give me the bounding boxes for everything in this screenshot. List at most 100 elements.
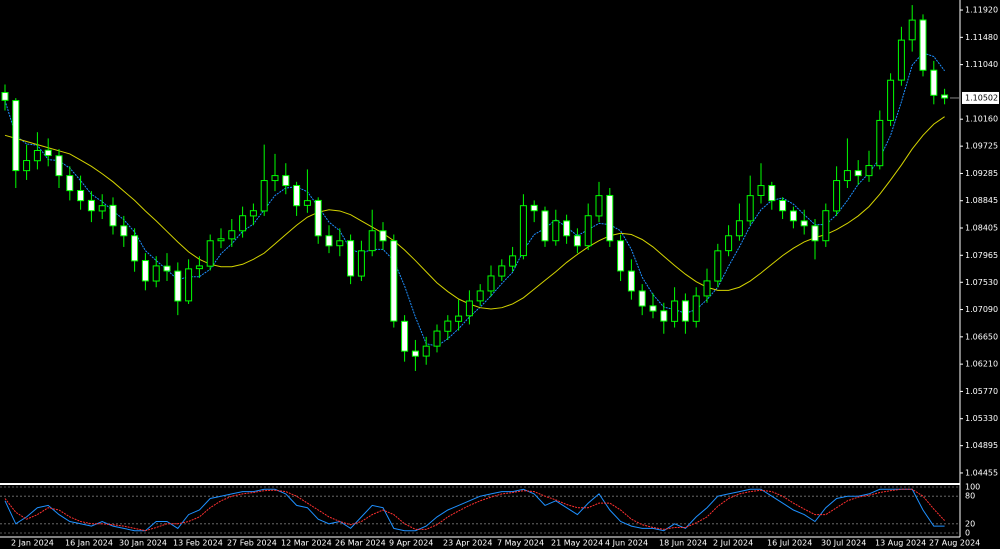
candle-body (768, 185, 776, 202)
candle-body (919, 19, 927, 71)
candle-body (120, 225, 128, 237)
x-tick-label: 12 Mar 2024 (281, 539, 332, 548)
candle-body (584, 215, 592, 247)
candle-body (401, 320, 409, 352)
candle-body (336, 240, 344, 247)
candle-body (379, 230, 387, 242)
candle-body (541, 210, 549, 242)
candle-body (368, 230, 376, 252)
candle-body (87, 199, 95, 212)
candle-body (174, 270, 182, 302)
x-tick-label: 9 Apr 2024 (389, 539, 433, 548)
candle-body (455, 315, 463, 322)
y-tick-label: 1.07090 (965, 305, 998, 314)
candle-body (33, 149, 41, 162)
candle-body (638, 290, 646, 307)
y-tick-label: 20 (965, 519, 975, 528)
candle-body (649, 305, 657, 312)
y-tick-label: 1.05330 (965, 414, 998, 423)
candle-body (941, 94, 949, 99)
candle-body (131, 235, 139, 262)
y-tick-label: 80 (965, 492, 975, 501)
last-price-box (962, 91, 999, 104)
candle-body (876, 119, 884, 167)
candle-body (163, 265, 171, 272)
y-tick-label: 1.10160 (965, 115, 998, 124)
x-tick-label: 4 Jun 2024 (605, 539, 648, 548)
candle-body (66, 175, 74, 192)
y-tick-label: 1.08405 (965, 224, 998, 233)
y-tick-label: 1.06650 (965, 332, 998, 341)
candle-body (293, 185, 301, 207)
candle-body (390, 240, 398, 322)
candle-body (77, 189, 85, 202)
candle-body (498, 265, 506, 277)
candle-body (109, 204, 117, 227)
x-tick-label: 30 Jan 2024 (119, 539, 167, 548)
oscillator-line (4, 488, 945, 532)
candle-body (606, 194, 614, 242)
candle-body (865, 165, 873, 177)
candle-body (152, 265, 160, 282)
candle-body (1, 92, 9, 101)
y-tick-label: 1.06210 (965, 360, 998, 369)
candle-body (800, 220, 808, 227)
candle-body (660, 310, 668, 322)
candle-body (671, 300, 679, 322)
candle-body (627, 270, 635, 292)
candle-body (509, 255, 517, 267)
candle-body (44, 149, 52, 157)
candle-body (735, 220, 743, 237)
candle-body (617, 240, 625, 272)
oscillator-line (4, 488, 945, 532)
candle-body (595, 195, 603, 217)
y-tick-label: 1.07530 (965, 278, 998, 287)
candle-body (185, 268, 193, 302)
candle-body (822, 210, 830, 242)
y-tick-label: 1.11480 (965, 33, 998, 42)
candle-body (271, 175, 279, 182)
y-tick-label: 1.04895 (965, 441, 998, 450)
y-tick-label: 1.09725 (965, 142, 998, 151)
candle-body (789, 210, 797, 222)
x-tick-label: 30 Jul 2024 (821, 539, 866, 548)
y-tick-label: 1.05770 (965, 387, 998, 396)
candle-body (573, 235, 581, 247)
candle-body (930, 69, 938, 96)
moving-average (4, 52, 945, 347)
candle-body (487, 275, 495, 292)
candle-body (228, 230, 236, 240)
x-tick-label: 21 May 2024 (551, 539, 603, 548)
candle-body (98, 205, 106, 212)
y-tick-label: 0 (965, 529, 970, 538)
candle-body (811, 225, 819, 242)
candle-body (347, 240, 355, 277)
candle-body (55, 155, 63, 177)
x-tick-label: 26 Mar 2024 (335, 539, 386, 548)
y-tick-label: 1.07965 (965, 251, 998, 260)
candle-body (357, 250, 365, 277)
y-tick-label: 1.11040 (965, 60, 998, 69)
y-tick-label: 1.09285 (965, 169, 998, 178)
candle-body (23, 160, 31, 172)
x-tick-label: 13 Feb 2024 (173, 539, 223, 548)
candle-body (552, 220, 560, 242)
candle-body (260, 180, 268, 212)
candle-body (476, 290, 484, 302)
candle-body (779, 199, 787, 212)
candle-body (444, 320, 452, 332)
y-tick-label: 1.08845 (965, 196, 998, 205)
candle-body (325, 235, 333, 247)
x-tick-label: 27 Feb 2024 (227, 539, 277, 548)
candle-body (519, 205, 527, 257)
candle-body (746, 195, 754, 222)
x-tick-label: 7 May 2024 (497, 539, 544, 548)
candle-body (757, 185, 765, 196)
candle-body (681, 300, 689, 322)
candle-body (725, 235, 733, 252)
x-tick-label: 13 Aug 2024 (875, 539, 926, 548)
candle-body (714, 250, 722, 282)
candle-body (282, 175, 290, 187)
y-tick-label: 1.11920 (965, 6, 998, 15)
